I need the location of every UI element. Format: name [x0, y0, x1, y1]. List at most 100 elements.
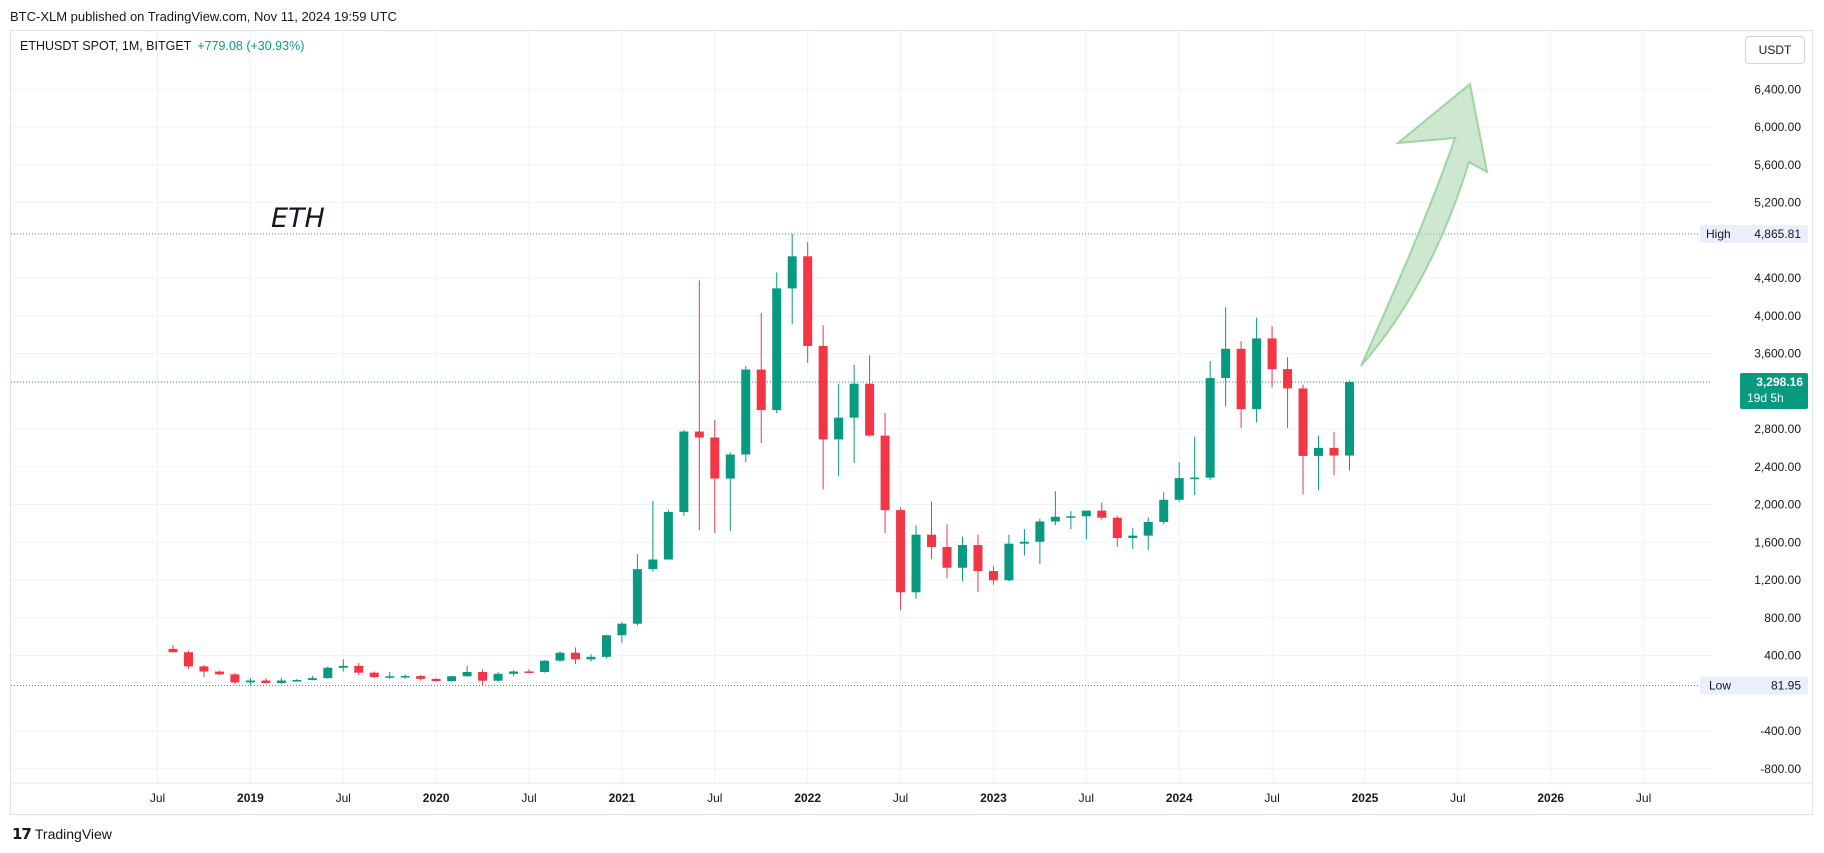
candle-body [338, 665, 348, 668]
x-tick-label: 2026 [1537, 791, 1564, 805]
candle-body [416, 676, 426, 679]
candle-body [431, 678, 441, 681]
x-tick-label: Jul [150, 791, 165, 805]
candle-body [1190, 477, 1200, 480]
candle-body [586, 656, 596, 660]
candle-body [1252, 338, 1262, 410]
candle-body [1174, 478, 1184, 500]
high-tag-bg [1700, 225, 1808, 244]
candle-body [1097, 510, 1107, 518]
y-tick-label: 3,600.00 [1754, 347, 1801, 361]
candle-body [276, 680, 286, 684]
y-tick-label: 2,000.00 [1754, 498, 1801, 512]
candle-body [478, 672, 488, 681]
tradingview-logo-text: TradingView [34, 826, 112, 842]
candle-body [354, 665, 364, 673]
candle-body [555, 652, 565, 661]
publish-info: BTC-XLM published on TradingView.com, No… [10, 9, 397, 24]
tradingview-logo-icon: 17 [12, 825, 32, 843]
y-tick-label: 2,400.00 [1754, 460, 1801, 474]
current-price-value: 3,298.16 [1756, 375, 1803, 389]
candle-body [1004, 543, 1014, 581]
candle-body [1221, 348, 1231, 379]
bullish-arrow-drawing [1360, 82, 1489, 367]
x-tick-label: Jul [893, 791, 908, 805]
candle-body [1205, 378, 1215, 478]
candle-body [1283, 369, 1293, 389]
y-tick-label: 2,800.00 [1754, 422, 1801, 436]
candle-body [957, 545, 967, 568]
x-tick-label: Jul [1450, 791, 1465, 805]
candle-body [400, 676, 410, 678]
current-price-tag-bg [1740, 372, 1808, 409]
tradingview-footer[interactable]: 17 TradingView [12, 825, 112, 843]
candle-body [1066, 516, 1076, 518]
symbol-legend[interactable]: ETHUSDT SPOT, 1M, BITGET +779.08 (+30.93%… [20, 39, 304, 53]
candle-body [369, 672, 379, 678]
candle-body [307, 678, 317, 681]
x-tick-label: Jul [521, 791, 536, 805]
low-tag-label: Low [1709, 679, 1731, 693]
x-tick-label: 2024 [1166, 791, 1193, 805]
candle-body [493, 673, 503, 681]
candle-body [292, 680, 302, 682]
y-tick-label: 4,400.00 [1754, 271, 1801, 285]
candle-body [1050, 516, 1060, 522]
x-tick-label: 2022 [794, 791, 821, 805]
y-tick-label: 1,600.00 [1754, 535, 1801, 549]
candle-body [245, 680, 255, 683]
candle-body [865, 383, 875, 436]
candle-body [942, 546, 952, 568]
candle-body [988, 571, 998, 581]
candle-body [540, 660, 550, 673]
candle-body [1159, 499, 1169, 522]
x-tick-label: Jul [336, 791, 351, 805]
candle-body [214, 671, 224, 675]
candle-body [1329, 447, 1339, 456]
x-tick-label: 2020 [423, 791, 450, 805]
candle-body [648, 559, 658, 570]
candle-body [1298, 388, 1308, 456]
x-tick-label: Jul [1079, 791, 1094, 805]
candle-body [509, 671, 519, 674]
candle-body [818, 345, 828, 440]
candle-body [834, 417, 844, 440]
candle-body [679, 431, 689, 513]
candle-body [447, 676, 457, 681]
candle-body [1019, 541, 1029, 544]
candle-body [183, 652, 193, 667]
high-tag-value: 4,865.81 [1754, 227, 1801, 241]
y-tick-label: 4,000.00 [1754, 309, 1801, 323]
y-tick-label: -800.00 [1760, 762, 1801, 776]
y-tick-label: 6,000.00 [1754, 120, 1801, 134]
candle-body [524, 671, 534, 673]
y-tick-label: 800.00 [1764, 611, 1801, 625]
candle-body [1143, 521, 1153, 536]
low-tag-bg [1700, 676, 1808, 695]
y-tick-label: -400.00 [1760, 724, 1801, 738]
price-change: +779.08 (+30.93%) [197, 39, 305, 53]
candle-body [694, 431, 704, 438]
candle-body [880, 435, 890, 511]
candle-body [1081, 510, 1091, 517]
candle-body [617, 623, 627, 636]
currency-button[interactable]: USDT [1745, 36, 1805, 64]
high-tag-label: High [1706, 227, 1731, 241]
candle-body [230, 674, 240, 683]
candle-body [772, 288, 782, 411]
candle-body [632, 569, 642, 624]
candle-body [570, 652, 580, 660]
candle-body [710, 437, 720, 479]
x-tick-label: Jul [707, 791, 722, 805]
candle-body [663, 512, 673, 560]
candle-body [1267, 338, 1277, 370]
x-tick-label: 2019 [237, 791, 264, 805]
candle-body [741, 369, 751, 455]
y-tick-label: 400.00 [1764, 649, 1801, 663]
candle-body [168, 648, 178, 653]
y-tick-label: 5,200.00 [1754, 196, 1801, 210]
candle-body [1128, 535, 1138, 539]
candle-body [261, 680, 271, 684]
x-tick-label: 2025 [1352, 791, 1379, 805]
